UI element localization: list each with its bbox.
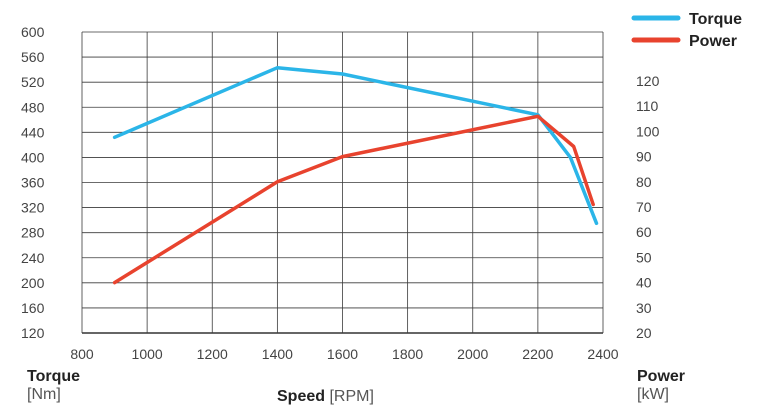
x-tick-label: 2200 (522, 346, 553, 362)
x-tick-label: 1600 (327, 346, 358, 362)
grid-lines (81, 31, 604, 334)
x-tick-label: 1400 (262, 346, 293, 362)
legend: Torque Power (631, 11, 742, 50)
x-tick-label: 1000 (132, 346, 163, 362)
x-axis-unit: [RPM] (329, 388, 374, 405)
left-tick-label: 480 (21, 99, 45, 115)
left-tick-label: 400 (21, 149, 45, 165)
series-line-torque (112, 65, 599, 226)
right-tick-label: 80 (636, 174, 652, 190)
left-tick-label: 320 (21, 200, 45, 216)
right-tick-label: 120 (636, 73, 660, 89)
left-tick-label: 360 (21, 175, 45, 191)
left-axis-label: Torque (27, 368, 81, 385)
left-axis-title: Torque [Nm] (27, 368, 80, 404)
right-tick-label: 60 (636, 224, 652, 240)
x-tick-labels: 800 1000 1200 1400 1600 1800 2000 2200 2400 (70, 346, 618, 362)
right-tick-label: 100 (636, 123, 660, 139)
right-tick-label: 30 (636, 300, 652, 316)
left-tick-label: 520 (21, 74, 45, 90)
legend-label-power: Power (689, 33, 737, 50)
left-tick-label: 440 (21, 124, 45, 140)
right-y-tick-labels: 20 30 40 50 60 70 80 90 100 110 120 (636, 73, 660, 341)
right-axis-label: Power (637, 368, 686, 385)
right-tick-label: 40 (636, 275, 652, 291)
right-tick-label: 70 (636, 199, 652, 215)
right-tick-label: 110 (636, 98, 659, 114)
right-tick-label: 90 (636, 149, 652, 165)
left-tick-label: 160 (21, 300, 45, 316)
x-tick-label: 2400 (587, 346, 618, 362)
right-tick-label: 50 (636, 249, 652, 265)
left-tick-label: 560 (21, 49, 45, 65)
left-tick-label: 280 (21, 225, 45, 241)
right-axis-title: Power [kW] (637, 368, 685, 404)
series-line-power (112, 114, 595, 285)
x-tick-label: 1200 (197, 346, 228, 362)
x-tick-label: 1800 (392, 346, 423, 362)
left-tick-label: 240 (21, 250, 45, 266)
left-tick-label: 120 (21, 325, 45, 341)
x-tick-label: 800 (70, 346, 94, 362)
left-tick-label: 200 (21, 275, 45, 291)
legend-label-torque: Torque (689, 11, 742, 28)
series-lines (112, 65, 599, 285)
x-axis-label: Speed (277, 388, 326, 405)
right-axis-unit: [kW] (637, 386, 669, 403)
left-tick-label: 600 (21, 24, 45, 40)
x-axis-title: Speed [RPM] (277, 388, 374, 406)
right-tick-label: 20 (636, 325, 652, 341)
left-axis-unit: [Nm] (27, 386, 61, 403)
left-y-tick-labels: 120 160 200 240 280 320 360 400 440 480 520 560 600 (21, 24, 45, 341)
x-tick-label: 2000 (457, 346, 488, 362)
